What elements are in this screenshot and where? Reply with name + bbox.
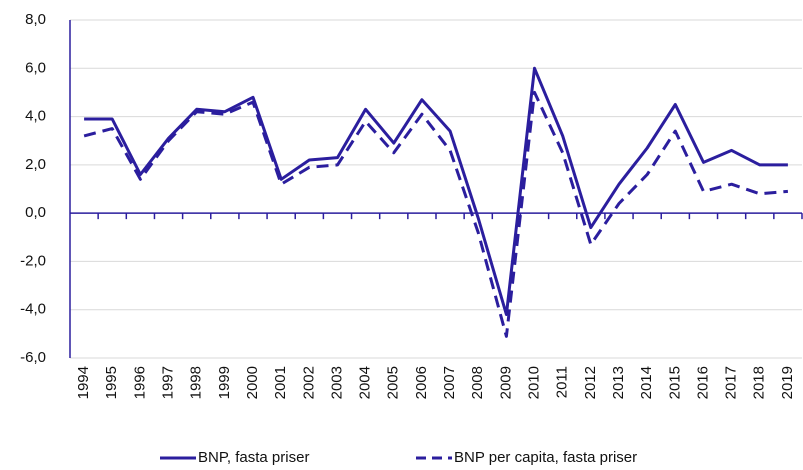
x-tick-label: 1995 [103, 366, 120, 399]
x-tick-label: 1996 [131, 366, 148, 399]
legend-label: BNP, fasta priser [198, 449, 309, 466]
x-tick-label: 1998 [188, 366, 205, 399]
x-tick-label: 2016 [694, 366, 711, 399]
y-tick-label: 4,0 [25, 108, 46, 125]
x-tick-label: 2013 [610, 366, 627, 399]
y-tick-label: -6,0 [20, 349, 46, 366]
x-tick-label: 1999 [216, 366, 233, 399]
y-tick-label: -2,0 [20, 252, 46, 269]
x-tick-label: 1994 [75, 366, 92, 399]
y-tick-label: 0,0 [25, 204, 46, 221]
y-tick-label: 8,0 [25, 11, 46, 28]
x-tick-label: 2008 [469, 366, 486, 399]
x-tick-label: 2007 [441, 366, 458, 399]
y-tick-label: 6,0 [25, 59, 46, 76]
x-tick-label: 2019 [779, 366, 796, 399]
series-line [84, 66, 788, 316]
x-tick-label: 1997 [160, 366, 177, 399]
x-tick-label: 2012 [582, 366, 599, 399]
y-tick-label: 2,0 [25, 156, 46, 173]
x-tick-label: 2001 [272, 366, 289, 399]
series-line [83, 90, 789, 338]
x-tick-label: 2015 [666, 366, 683, 399]
x-tick-label: 2014 [638, 366, 655, 399]
y-tick-label: -4,0 [20, 301, 46, 318]
x-tick-label: 2011 [554, 366, 571, 398]
x-tick-label: 2004 [357, 366, 374, 399]
x-tick-label: 2000 [244, 366, 261, 399]
x-tick-label: 2017 [723, 366, 740, 399]
x-tick-label: 2005 [385, 366, 402, 399]
x-tick-label: 2018 [751, 366, 768, 399]
x-tick-label: 2009 [497, 366, 514, 399]
x-tick-label: 2006 [413, 366, 430, 399]
legend-label: BNP per capita, fasta priser [454, 449, 637, 466]
x-tick-label: 2003 [328, 366, 345, 399]
x-tick-label: 2010 [526, 366, 543, 399]
x-tick-label: 2002 [300, 366, 317, 399]
